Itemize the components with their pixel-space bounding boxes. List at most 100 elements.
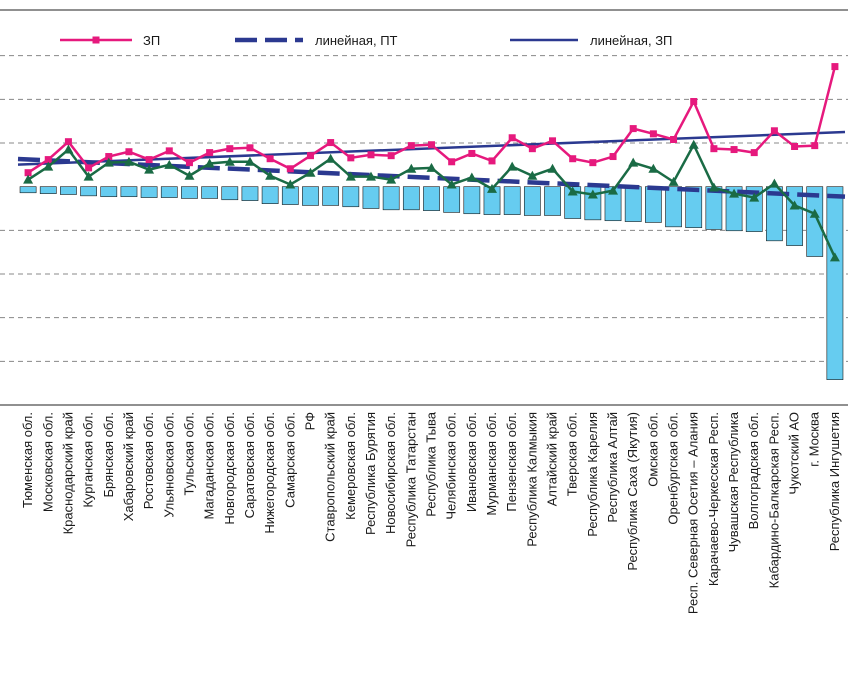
- marker: [446, 179, 457, 189]
- x-tick-label: Республика Татарстан: [403, 412, 418, 547]
- marker: [466, 172, 477, 182]
- bar: [503, 186, 521, 215]
- marker: [204, 158, 215, 168]
- bar: [39, 186, 57, 194]
- x-tick-label: Московская обл.: [40, 412, 55, 512]
- x-tick-label: РФ: [302, 412, 317, 431]
- marker: [185, 159, 193, 167]
- trendline: [17, 130, 846, 166]
- marker: [165, 147, 173, 155]
- bar: [221, 186, 239, 201]
- marker: [306, 152, 314, 160]
- bar: [100, 186, 118, 198]
- marker: [710, 145, 718, 153]
- marker: [345, 171, 356, 181]
- marker: [285, 179, 296, 189]
- marker: [567, 186, 578, 196]
- x-tick-label: Республика Ингушетия: [827, 412, 842, 551]
- bar: [322, 186, 340, 206]
- marker: [730, 146, 738, 154]
- x-tick-label: Ульяновская обл.: [161, 412, 176, 518]
- x-tick-label: Нижегородская обл.: [262, 412, 277, 534]
- x-tick-label: Республика Бурятия: [363, 412, 378, 535]
- bar: [544, 186, 561, 216]
- x-tick-label: Оренбургская обл.: [666, 412, 681, 525]
- marker: [628, 157, 639, 167]
- bar: [362, 186, 380, 209]
- bar: [181, 186, 198, 199]
- marker: [125, 148, 133, 156]
- bar: [241, 186, 259, 201]
- x-tick-label: Респ. Северная Осетия – Алания: [686, 412, 701, 614]
- marker: [386, 174, 397, 184]
- x-tick-label: Тюменская обл.: [20, 412, 35, 508]
- bar: [806, 186, 824, 257]
- marker: [690, 98, 698, 106]
- bar: [140, 186, 158, 198]
- marker: [487, 183, 498, 193]
- marker: [629, 125, 637, 133]
- marker: [569, 155, 577, 163]
- bar: [281, 186, 299, 205]
- marker: [184, 170, 195, 180]
- x-tick-label: Кемеровская обл.: [343, 412, 358, 520]
- marker: [809, 208, 820, 218]
- marker: [367, 151, 375, 159]
- marker: [829, 252, 840, 262]
- marker: [266, 155, 274, 163]
- legend-label: линейная, ПТ: [315, 33, 398, 48]
- legend-label: ЗП: [143, 33, 160, 48]
- x-tick-label: Новгородская обл.: [222, 412, 237, 525]
- x-tick-label: Новосибирская обл.: [383, 412, 398, 534]
- marker: [811, 142, 819, 150]
- x-tick-label: Курганская обл.: [81, 412, 96, 508]
- marker: [23, 174, 34, 184]
- bar: [463, 186, 481, 215]
- marker: [789, 200, 800, 210]
- x-tick-label: Чукотский АО: [787, 412, 802, 495]
- marker: [244, 156, 255, 166]
- marker: [123, 156, 134, 166]
- marker: [428, 141, 435, 149]
- marker: [265, 170, 276, 180]
- x-tick-label: Ростовская обл.: [141, 412, 156, 509]
- marker: [103, 157, 114, 167]
- x-tick-label: Мурманская обл.: [484, 412, 499, 516]
- marker: [708, 182, 719, 192]
- bar: [60, 186, 77, 195]
- marker: [448, 158, 456, 166]
- marker: [488, 157, 496, 165]
- marker: [246, 144, 254, 152]
- marker: [688, 139, 699, 149]
- bar: [665, 186, 682, 228]
- x-tick-label: Саратовская обл.: [242, 412, 257, 518]
- marker: [508, 134, 516, 142]
- marker: [549, 137, 557, 145]
- marker: [649, 130, 657, 138]
- marker: [547, 163, 558, 173]
- marker: [406, 163, 417, 173]
- marker: [608, 185, 619, 195]
- marker: [668, 176, 679, 186]
- bar: [302, 186, 319, 206]
- bar: [685, 186, 703, 229]
- marker: [426, 162, 437, 172]
- marker: [468, 149, 476, 157]
- x-tick-label: Ставропольский край: [323, 412, 338, 542]
- x-tick-label: Республика Карелия: [585, 412, 600, 537]
- x-tick-label: Чувашская Республика: [726, 411, 741, 552]
- trendline: [17, 156, 846, 199]
- marker: [347, 154, 355, 162]
- marker: [92, 36, 100, 44]
- x-tick-label: Брянская обл.: [101, 412, 116, 497]
- bar: [423, 186, 440, 211]
- marker: [770, 127, 778, 135]
- marker: [387, 152, 395, 160]
- marker: [831, 63, 839, 71]
- bar: [402, 186, 420, 211]
- x-tick-label: Кабардино-Балкарская Респ.: [766, 412, 781, 588]
- marker: [286, 165, 294, 173]
- x-tick-label: Омская обл.: [645, 412, 660, 487]
- marker: [83, 171, 94, 181]
